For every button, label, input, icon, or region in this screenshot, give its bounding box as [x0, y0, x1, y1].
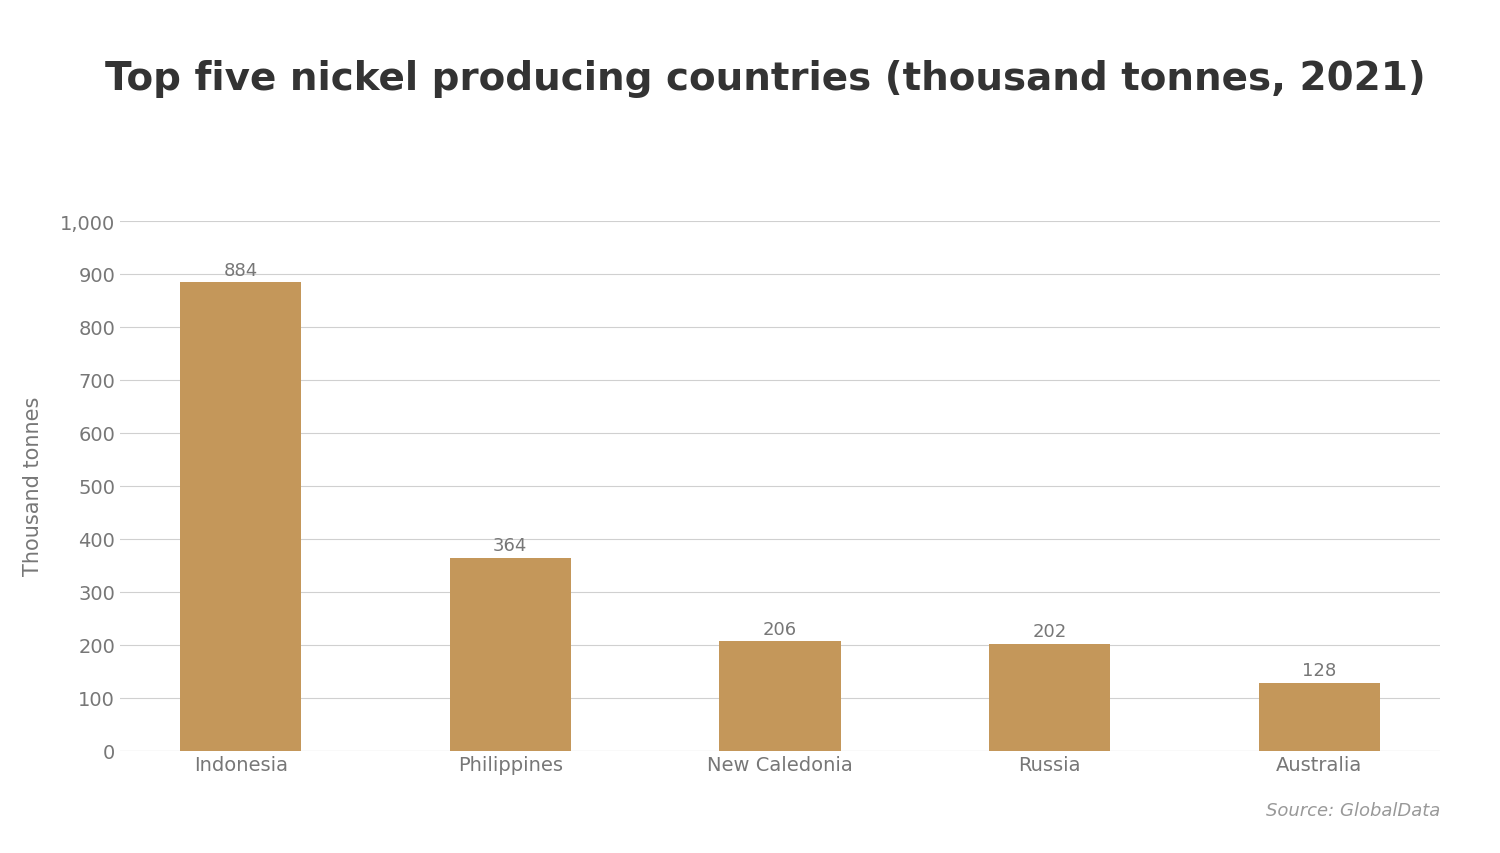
Bar: [720, 641, 840, 751]
Bar: [988, 644, 1110, 751]
Text: Top five nickel producing countries (thousand tonnes, 2021): Top five nickel producing countries (tho…: [105, 60, 1425, 97]
Y-axis label: Thousand tonnes: Thousand tonnes: [22, 397, 44, 576]
Bar: [1258, 683, 1380, 751]
Text: 364: 364: [494, 537, 528, 554]
Bar: [180, 283, 302, 751]
Text: 884: 884: [224, 262, 258, 280]
Text: 206: 206: [764, 620, 796, 638]
Text: 128: 128: [1302, 661, 1336, 679]
Text: Source: GlobalData: Source: GlobalData: [1266, 801, 1440, 819]
Text: 202: 202: [1032, 622, 1066, 640]
Bar: [450, 558, 572, 751]
